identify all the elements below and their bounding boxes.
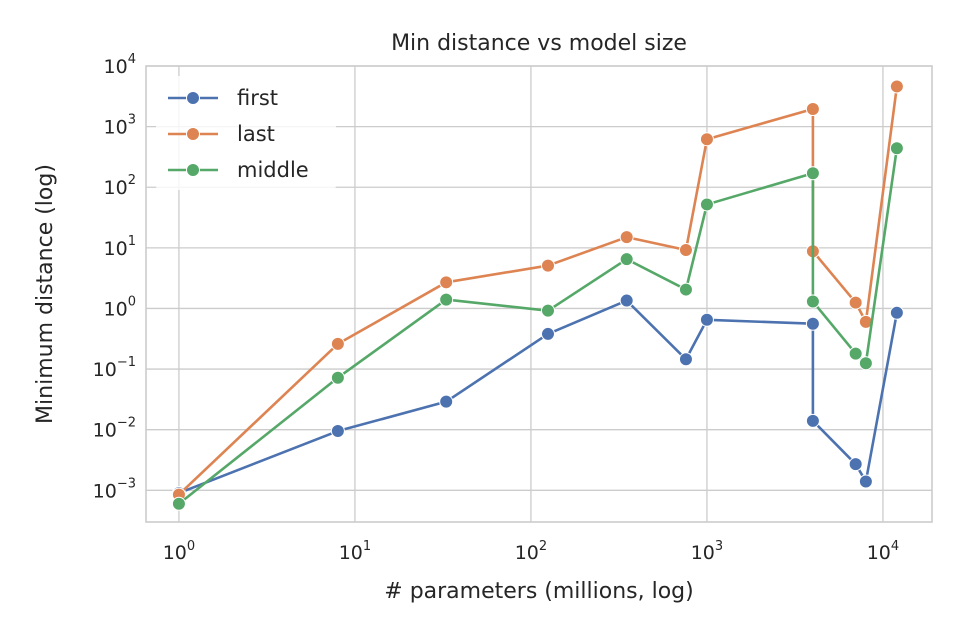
x-tick-label: 100 bbox=[163, 539, 195, 564]
data-point-middle bbox=[678, 282, 693, 297]
y-tick-label: 104 bbox=[104, 52, 136, 78]
y-tick-label: 102 bbox=[104, 173, 136, 199]
y-tick-label: 103 bbox=[104, 113, 136, 139]
data-point-last bbox=[699, 132, 714, 147]
x-axis-label: # parameters (millions, log) bbox=[384, 579, 693, 604]
y-axis-label: Minimum distance (log) bbox=[33, 164, 58, 424]
tick-labels: 100 101 102 103 104 10−3 10−2 10−1 100 101 102 103 1… bbox=[93, 52, 900, 564]
data-point-last bbox=[678, 243, 693, 258]
data-point-middle bbox=[330, 370, 345, 385]
data-point-middle bbox=[699, 197, 714, 212]
data-point-first bbox=[699, 312, 714, 327]
data-point-middle bbox=[805, 166, 820, 181]
legend: first last middle bbox=[156, 76, 336, 190]
legend-marker-last bbox=[186, 127, 200, 141]
legend-entry-last: last bbox=[168, 122, 275, 146]
data-point-first bbox=[330, 424, 345, 439]
data-point-middle bbox=[171, 496, 186, 511]
series-middle bbox=[171, 141, 904, 511]
legend-label: first bbox=[237, 86, 278, 110]
plot-frame bbox=[145, 65, 933, 523]
data-point-last bbox=[330, 336, 345, 351]
y-tick-label: 100 bbox=[104, 294, 136, 320]
data-point-first bbox=[889, 305, 904, 320]
y-tick-label: 10−3 bbox=[93, 476, 136, 502]
legend-entry-middle: middle bbox=[168, 158, 309, 182]
data-point-last bbox=[889, 79, 904, 94]
data-point-middle bbox=[439, 292, 454, 307]
legend-box bbox=[156, 76, 336, 190]
y-tick-label: 10−2 bbox=[93, 416, 136, 442]
grid-lines bbox=[146, 65, 932, 522]
data-point-middle bbox=[619, 252, 634, 267]
y-tick-label: 101 bbox=[104, 234, 136, 260]
data-point-first bbox=[540, 326, 555, 341]
data-point-first bbox=[619, 293, 634, 308]
x-tick-label: 103 bbox=[691, 539, 723, 564]
data-point-middle bbox=[540, 303, 555, 318]
data-point-first bbox=[678, 352, 693, 367]
data-point-first bbox=[858, 474, 873, 489]
chart-title: Min distance vs model size bbox=[391, 31, 687, 56]
series-last bbox=[171, 79, 904, 502]
legend-label: middle bbox=[237, 158, 309, 182]
legend-entry-first: first bbox=[168, 86, 278, 110]
data-point-last bbox=[848, 295, 863, 310]
data-point-last bbox=[619, 230, 634, 245]
y-tick-label: 10−1 bbox=[93, 355, 136, 381]
legend-marker-first bbox=[186, 91, 200, 105]
series-layer bbox=[171, 79, 904, 511]
data-point-first bbox=[439, 394, 454, 409]
data-point-last bbox=[805, 102, 820, 117]
data-point-first bbox=[805, 316, 820, 331]
data-point-middle bbox=[848, 346, 863, 361]
x-tick-label: 101 bbox=[339, 539, 371, 564]
data-point-middle bbox=[889, 141, 904, 156]
series-first bbox=[171, 293, 904, 501]
data-point-middle bbox=[858, 356, 873, 371]
data-point-first bbox=[805, 413, 820, 428]
legend-label: last bbox=[237, 122, 275, 146]
data-point-last bbox=[439, 275, 454, 290]
data-point-last bbox=[540, 258, 555, 273]
data-point-middle bbox=[805, 294, 820, 309]
data-point-first bbox=[848, 457, 863, 472]
x-tick-label: 104 bbox=[867, 539, 899, 564]
legend-marker-middle bbox=[186, 163, 200, 177]
x-tick-label: 102 bbox=[515, 539, 547, 564]
